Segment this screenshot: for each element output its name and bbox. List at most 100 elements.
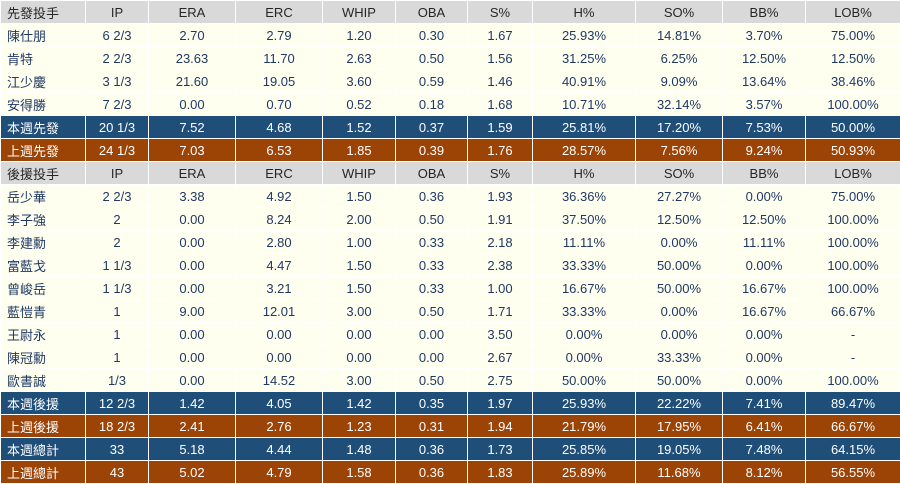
stat-value: 3.21 bbox=[235, 276, 323, 300]
stat-value: 1.91 bbox=[467, 207, 533, 231]
stat-value: 2.63 bbox=[322, 46, 396, 70]
pitcher-row: 陳仕朋 6 2/3 2.70 2.79 1.20 0.30 1.67 25.93% 14.81%… bbox=[0, 23, 900, 47]
stat-value: 16.67% bbox=[722, 276, 806, 300]
stat-value: 0.00% bbox=[722, 253, 806, 277]
pitcher-name: 岳少華 bbox=[0, 184, 86, 208]
stat-value: 75.00% bbox=[805, 184, 900, 208]
stat-value: 2.41 bbox=[148, 414, 236, 438]
stat-value: 11.68% bbox=[635, 460, 723, 484]
stat-value: 36.36% bbox=[532, 184, 636, 208]
stat-value: 4.92 bbox=[235, 184, 323, 208]
stat-value: 3.70% bbox=[722, 23, 806, 47]
stat-value: 0.00 bbox=[148, 230, 236, 254]
stat-value: 9.24% bbox=[722, 138, 806, 162]
stat-value: 0.00 bbox=[148, 368, 236, 392]
pitcher-row: 肯特 2 2/3 23.63 11.70 2.63 0.50 1.56 31.25% 6.25%… bbox=[0, 46, 900, 70]
stat-value: 1.68 bbox=[467, 92, 533, 116]
stat-value: 0.50 bbox=[395, 368, 468, 392]
stat-value: 4.47 bbox=[235, 253, 323, 277]
stat-value: 0.00 bbox=[148, 207, 236, 231]
stat-value: 13.64% bbox=[722, 69, 806, 93]
stat-value: 3.57% bbox=[722, 92, 806, 116]
stat-value: 2.67 bbox=[467, 345, 533, 369]
stat-value: 66.67% bbox=[805, 299, 900, 323]
stat-value: 25.93% bbox=[532, 391, 636, 415]
pitcher-name: 李子強 bbox=[0, 207, 86, 231]
stat-value: 28.57% bbox=[532, 138, 636, 162]
stat-value: 1.67 bbox=[467, 23, 533, 47]
stat-value: 33.33% bbox=[635, 345, 723, 369]
stat-value: 1.46 bbox=[467, 69, 533, 93]
stat-value: 50.93% bbox=[805, 138, 900, 162]
pitcher-name: 藍愷青 bbox=[0, 299, 86, 323]
stat-value: 56.55% bbox=[805, 460, 900, 484]
stat-value: 1 1/3 bbox=[85, 253, 149, 277]
stat-value: - bbox=[805, 322, 900, 346]
stat-value: 0.59 bbox=[395, 69, 468, 93]
pitcher-name: 肯特 bbox=[0, 46, 86, 70]
stat-value: 3.00 bbox=[322, 368, 396, 392]
column-header: ERA bbox=[148, 161, 236, 185]
stat-value: 40.91% bbox=[532, 69, 636, 93]
stat-value: 0.00% bbox=[635, 322, 723, 346]
stat-value: 16.67% bbox=[532, 276, 636, 300]
pitcher-row: 岳少華 2 2/3 3.38 4.92 1.50 0.36 1.93 36.36% 27.27%… bbox=[0, 184, 900, 208]
stat-value: 43 bbox=[85, 460, 149, 484]
stat-value: 0.00 bbox=[235, 322, 323, 346]
stat-value: 1.00 bbox=[322, 230, 396, 254]
column-header: OBA bbox=[395, 161, 468, 185]
stat-value: 8.24 bbox=[235, 207, 323, 231]
pitcher-name: 李建勳 bbox=[0, 230, 86, 254]
column-header: S% bbox=[467, 161, 533, 185]
stat-value: 22.22% bbox=[635, 391, 723, 415]
stat-value: 1.50 bbox=[322, 184, 396, 208]
stat-value: 1.71 bbox=[467, 299, 533, 323]
stat-value: 50.00% bbox=[635, 276, 723, 300]
stat-value: 7.41% bbox=[722, 391, 806, 415]
stat-value: 50.00% bbox=[635, 368, 723, 392]
stat-value: 0.33 bbox=[395, 253, 468, 277]
stat-value: 2.79 bbox=[235, 23, 323, 47]
stat-value: 25.85% bbox=[532, 437, 636, 461]
stat-value: 3.60 bbox=[322, 69, 396, 93]
stat-value: 7.56% bbox=[635, 138, 723, 162]
stat-value: 4.05 bbox=[235, 391, 323, 415]
summary-label: 本週先發 bbox=[0, 115, 86, 139]
stat-value: 2.75 bbox=[467, 368, 533, 392]
stat-value: 2.76 bbox=[235, 414, 323, 438]
stat-value: 1.48 bbox=[322, 437, 396, 461]
stat-value: 1 1/3 bbox=[85, 276, 149, 300]
summary-label: 上週先發 bbox=[0, 138, 86, 162]
stat-value: 19.05% bbox=[635, 437, 723, 461]
stat-value: 1.73 bbox=[467, 437, 533, 461]
stat-value: 0.33 bbox=[395, 230, 468, 254]
pitcher-name: 陳仕朋 bbox=[0, 23, 86, 47]
stat-value: 27.27% bbox=[635, 184, 723, 208]
pitcher-name: 江少慶 bbox=[0, 69, 86, 93]
column-header: IP bbox=[85, 161, 149, 185]
summary-row: 上週總計 43 5.02 4.79 1.58 0.36 1.83 25.89% 11.68% 8.… bbox=[0, 460, 900, 484]
section-header-row: 先發投手 IP ERA ERC WHIP OBA S% H% SO% BB% LOB% bbox=[0, 0, 900, 24]
pitcher-name: 曾峻岳 bbox=[0, 276, 86, 300]
stat-value: 11.11% bbox=[532, 230, 636, 254]
stat-value: 20 1/3 bbox=[85, 115, 149, 139]
stat-value: 7 2/3 bbox=[85, 92, 149, 116]
stat-value: 6 2/3 bbox=[85, 23, 149, 47]
stat-value: 0.00 bbox=[322, 345, 396, 369]
stat-value: 1.83 bbox=[467, 460, 533, 484]
summary-label: 上週後援 bbox=[0, 414, 86, 438]
stat-value: 1.94 bbox=[467, 414, 533, 438]
stat-value: 2.38 bbox=[467, 253, 533, 277]
stat-value: 14.52 bbox=[235, 368, 323, 392]
stat-value: 0.35 bbox=[395, 391, 468, 415]
stat-value: 2 bbox=[85, 230, 149, 254]
stat-value: 0.70 bbox=[235, 92, 323, 116]
stat-value: 50.00% bbox=[805, 115, 900, 139]
stat-value: 32.14% bbox=[635, 92, 723, 116]
stat-value: 6.25% bbox=[635, 46, 723, 70]
stat-value: 7.48% bbox=[722, 437, 806, 461]
stat-value: 1.23 bbox=[322, 414, 396, 438]
stat-value: 7.52 bbox=[148, 115, 236, 139]
stat-value: 0.00% bbox=[532, 322, 636, 346]
